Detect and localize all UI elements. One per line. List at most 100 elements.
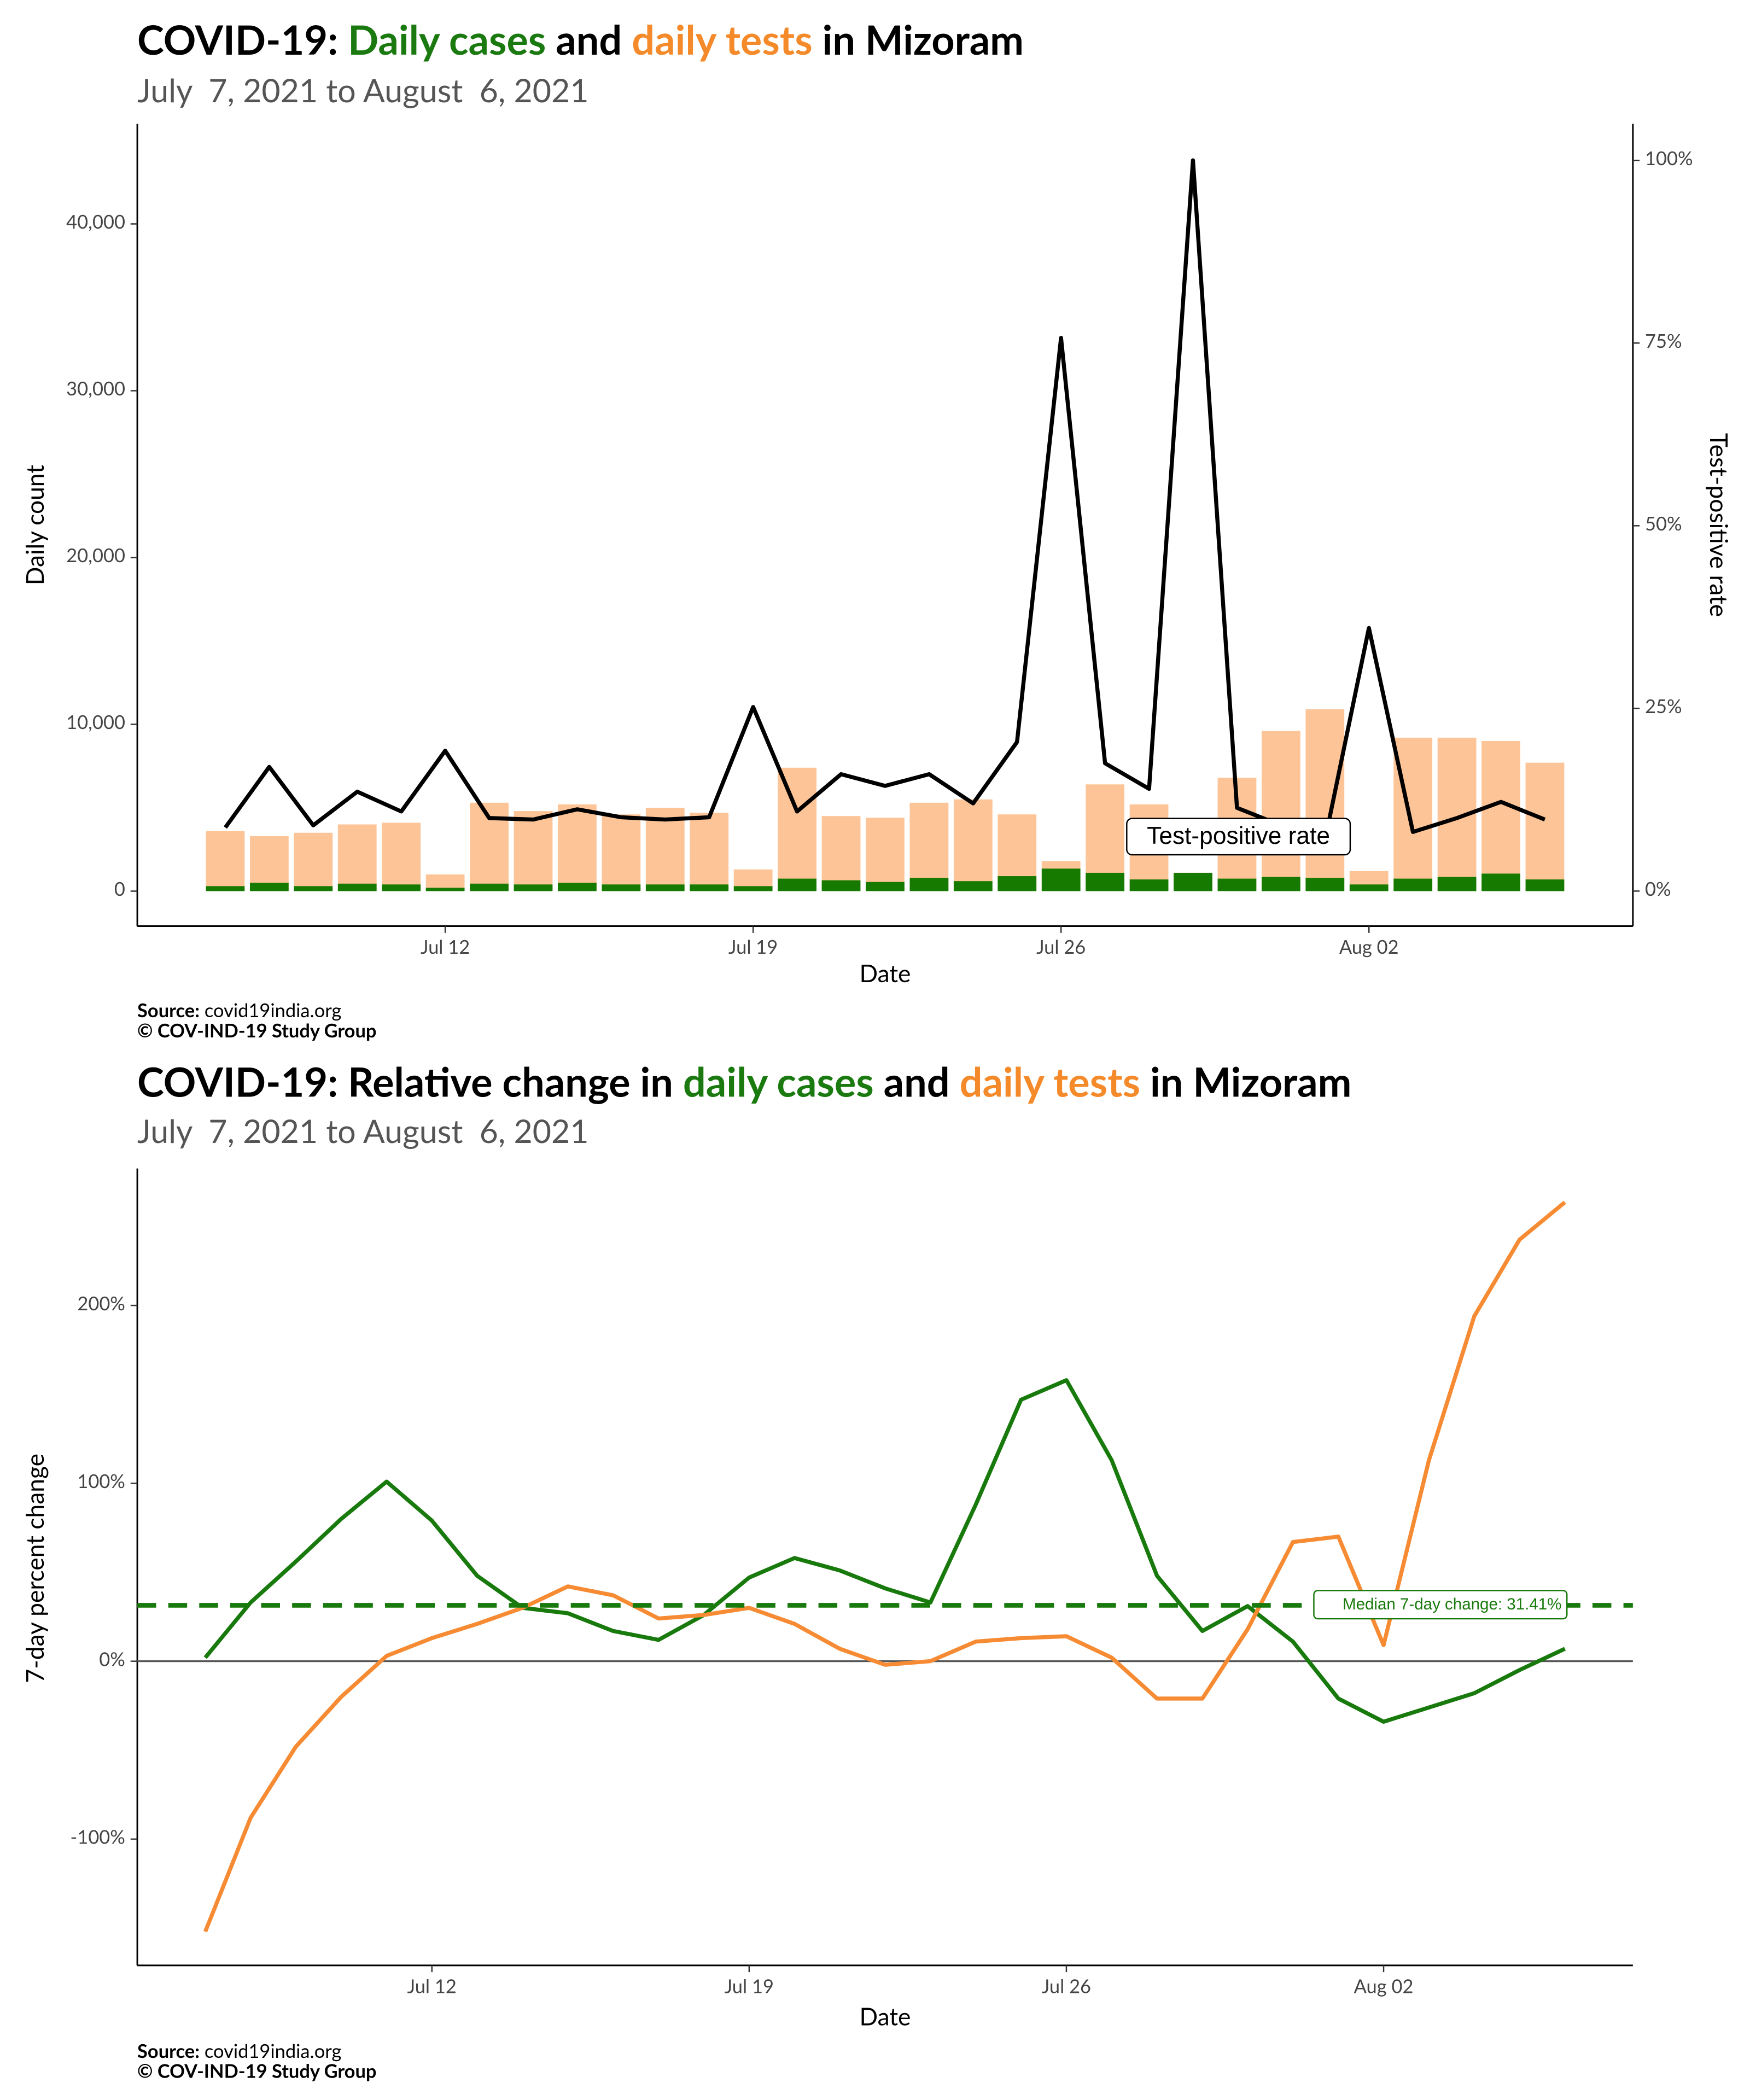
bar (1481, 740, 1520, 891)
bar (821, 880, 861, 891)
chart-title: COVID-19: Relative change in daily cases… (137, 1057, 1351, 1105)
bar (249, 836, 289, 891)
bar (514, 884, 553, 891)
y2-tick-label: 75% (1645, 330, 1682, 352)
bar (514, 811, 553, 891)
bar (294, 832, 333, 891)
annotation-box (1126, 818, 1351, 856)
bar (206, 886, 245, 891)
bar (1129, 879, 1169, 891)
y-tick-label: 40,000 (66, 211, 125, 233)
bar (1393, 878, 1433, 891)
bar (337, 883, 377, 891)
x-axis-title: Date (859, 2002, 911, 2031)
bar (1086, 872, 1125, 891)
y-tick-label: -100% (71, 1826, 125, 1848)
y-tick-label: 0 (114, 878, 125, 900)
bar (1481, 873, 1520, 891)
y2-tick-label: 100% (1645, 147, 1693, 170)
bar (998, 876, 1037, 891)
source: Source: covid19india.org (137, 999, 341, 1022)
bar (382, 884, 421, 891)
median-box (1313, 1590, 1568, 1620)
bar (866, 818, 905, 891)
median-label: Median 7-day change: 31.41% (1343, 1595, 1561, 1613)
bar (1525, 762, 1565, 891)
source: Source: covid19india.org (137, 2040, 341, 2062)
y2-tick-label: 25% (1645, 695, 1682, 718)
bar (690, 813, 729, 891)
y2-axis-title: Test-positive rate (1705, 433, 1734, 617)
y-tick-label: 10,000 (66, 711, 125, 733)
chart-subtitle: July 7, 2021 to August 6, 2021 (137, 1111, 588, 1150)
bar (425, 888, 465, 891)
bar (953, 881, 993, 891)
copyright: © COV-IND-19 Study Group (137, 2060, 376, 2082)
bar (337, 824, 377, 891)
source-label: Source: (137, 2040, 200, 2062)
x-tick-label: Aug 02 (1354, 1975, 1414, 1997)
bar (645, 884, 685, 891)
source-value: covid19india.org (200, 2040, 341, 2062)
bar (294, 886, 333, 891)
bar (1349, 884, 1389, 891)
title-part: and (874, 1057, 960, 1105)
x-axis-title: Date (859, 959, 911, 988)
x-tick-label: Jul 19 (728, 936, 778, 958)
title-part: in Mizoram (813, 15, 1024, 63)
y-axis-title: 7-day percent change (20, 1454, 49, 1683)
y-tick-label: 20,000 (66, 544, 125, 567)
bar (558, 883, 597, 891)
x-tick-label: Jul 12 (421, 936, 470, 958)
bar (645, 807, 685, 891)
title-part: and (546, 15, 632, 63)
bar (953, 799, 993, 891)
y-tick-label: 30,000 (66, 377, 125, 400)
rate-line (224, 158, 1546, 842)
bar (733, 886, 773, 891)
x-tick-label: Jul 12 (407, 1975, 457, 1997)
bar (1174, 872, 1212, 891)
bar (206, 831, 245, 891)
bar (1261, 877, 1300, 891)
series-line (203, 1378, 1566, 1724)
bar (602, 884, 641, 891)
y-tick-label: 100% (77, 1470, 125, 1492)
title-part: Daily cases (348, 15, 546, 63)
bar (1437, 877, 1477, 891)
chart-subtitle: July 7, 2021 to August 6, 2021 (137, 71, 588, 109)
bar (1041, 868, 1081, 891)
bar (470, 883, 509, 891)
bar (866, 882, 905, 891)
title-part: daily cases (683, 1057, 874, 1105)
y-tick-label: 200% (77, 1292, 125, 1315)
bar (821, 816, 861, 891)
annotation: Test-positive rate (1147, 822, 1330, 849)
bar (909, 802, 949, 891)
bar (778, 767, 816, 891)
bar (602, 814, 641, 891)
bar (558, 804, 597, 891)
bar (1261, 731, 1300, 891)
title-part: COVID-19: (137, 15, 348, 63)
x-tick-label: Aug 02 (1339, 936, 1399, 958)
bar (778, 878, 816, 891)
title-part: daily tests (632, 15, 812, 63)
title-part: in Mizoram (1140, 1057, 1351, 1105)
bar (1525, 879, 1565, 891)
y-axis-title: Daily count (20, 465, 49, 585)
x-tick-label: Jul 26 (1042, 1975, 1091, 1997)
bar (249, 883, 289, 891)
y2-tick-label: 50% (1645, 512, 1682, 535)
source-label: Source: (137, 999, 200, 1022)
y2-tick-label: 0% (1645, 878, 1671, 900)
x-tick-label: Jul 19 (725, 1975, 774, 1997)
title-part: daily tests (960, 1057, 1140, 1105)
copyright: © COV-IND-19 Study Group (137, 1019, 376, 1042)
series-line (203, 1200, 1566, 1933)
bar (1305, 878, 1345, 891)
bar (690, 884, 729, 891)
y-tick-label: 0% (99, 1648, 125, 1670)
bar (382, 822, 421, 891)
